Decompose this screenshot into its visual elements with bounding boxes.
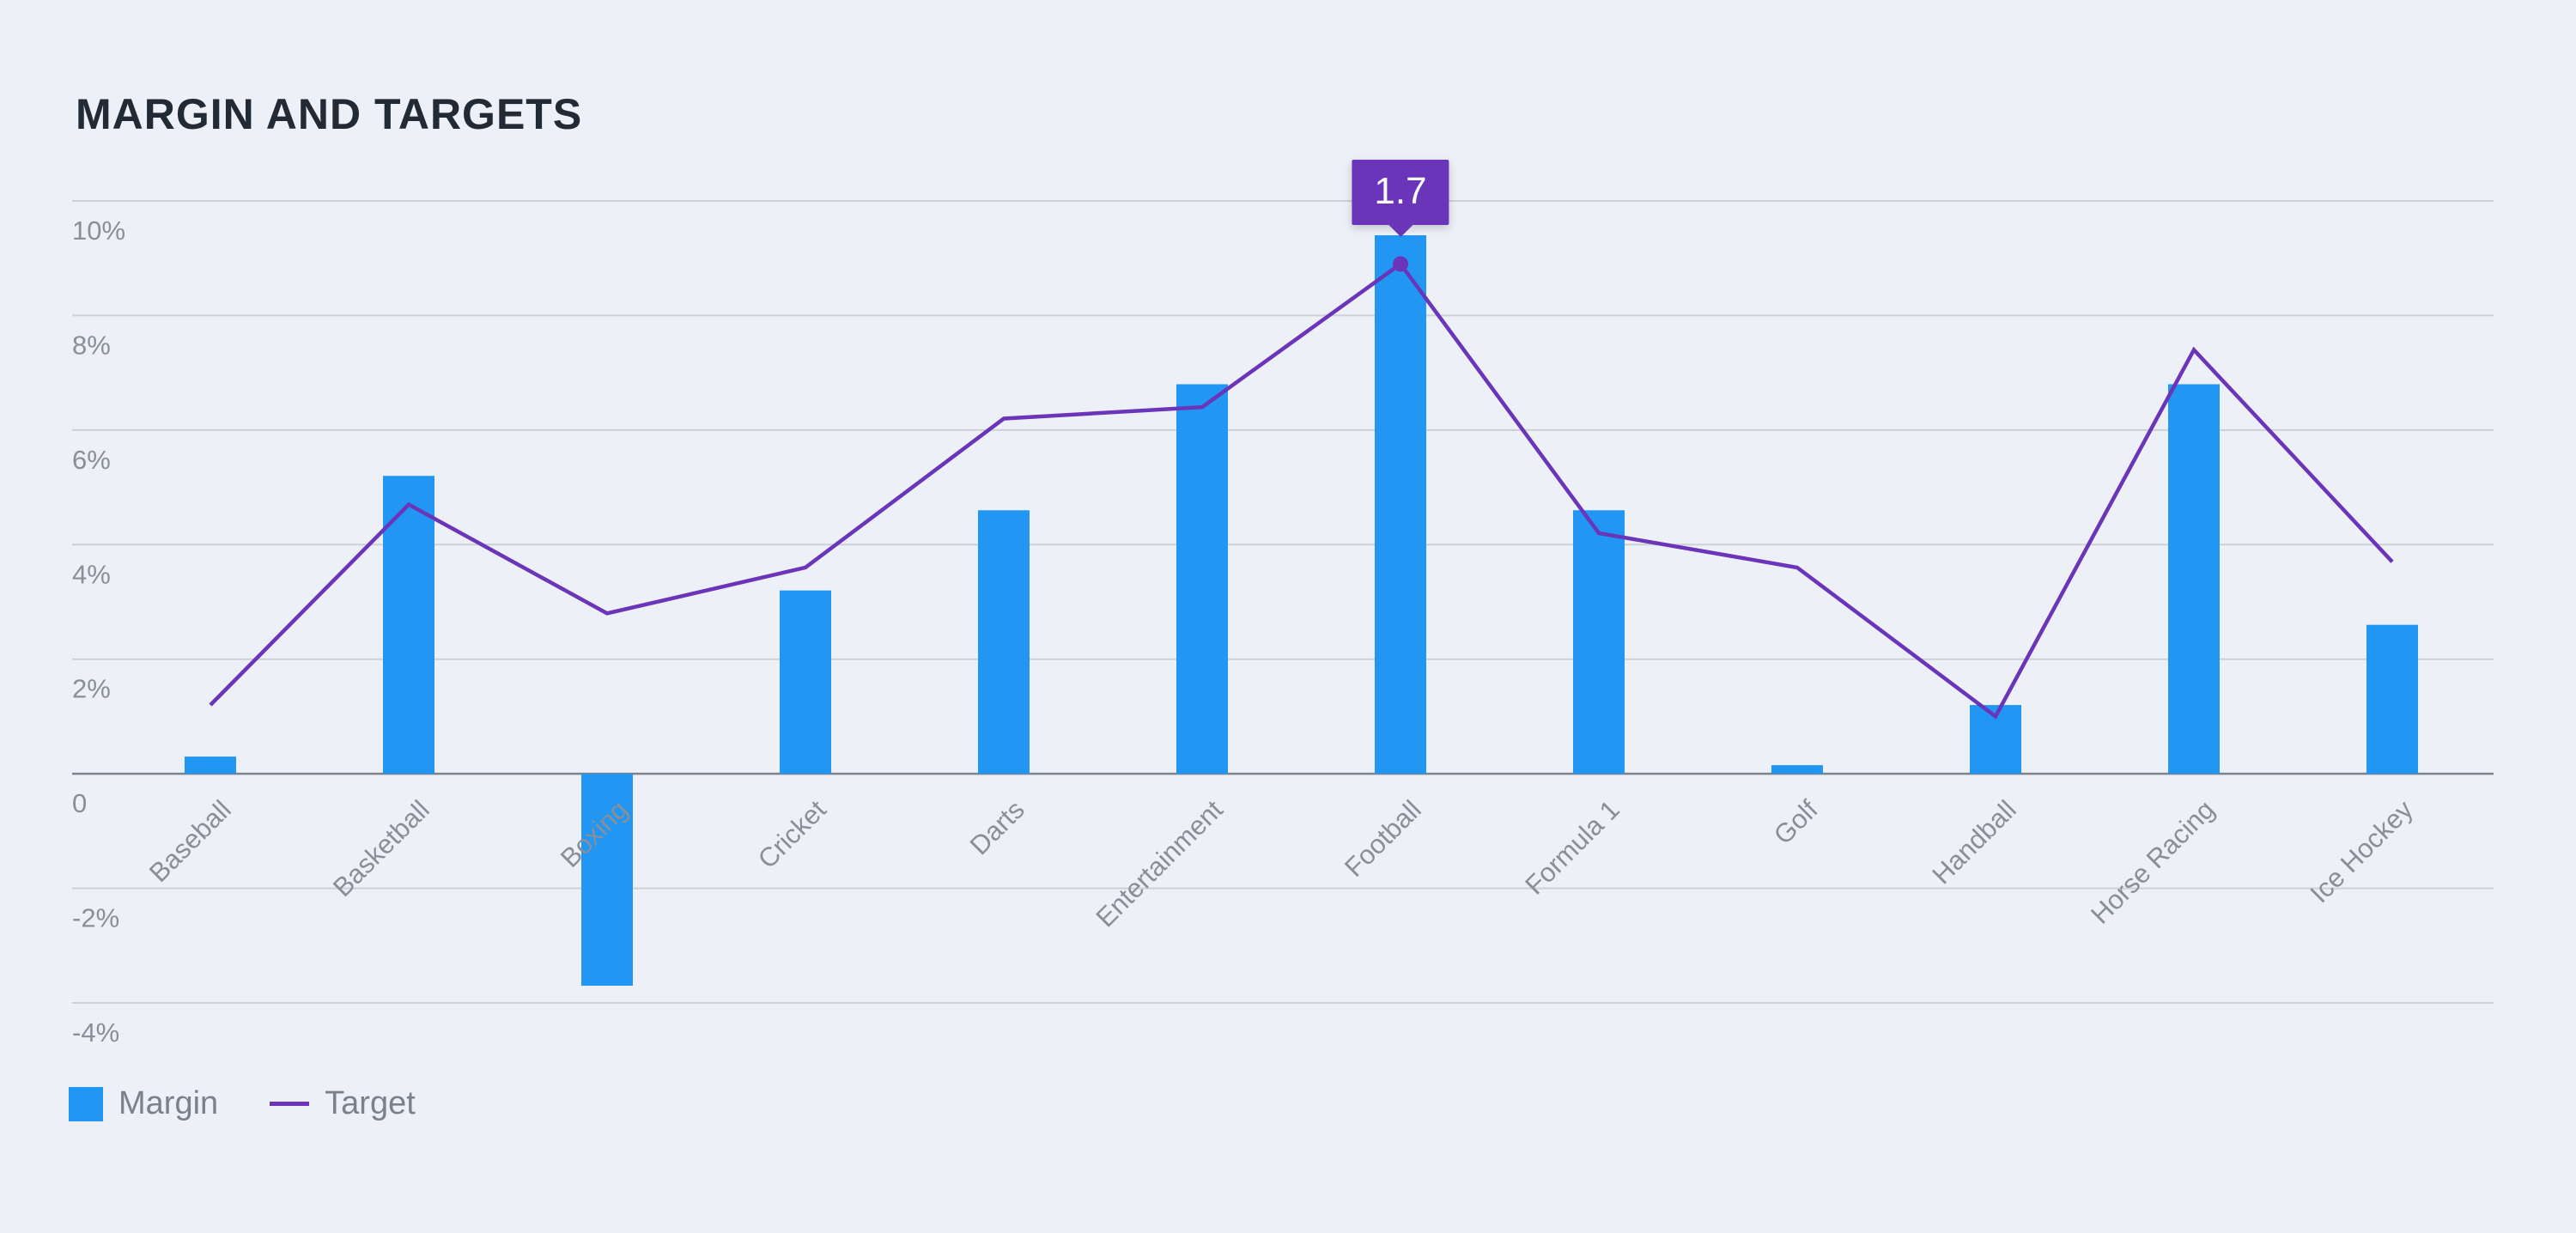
- legend-label-margin: Margin: [118, 1085, 219, 1121]
- target-point-marker: [1393, 256, 1408, 272]
- legend-swatch-margin: [69, 1086, 103, 1121]
- bar-11: [2366, 624, 2418, 774]
- legend-swatch-target: [270, 1102, 310, 1106]
- value-tooltip: 1.7: [1352, 160, 1449, 238]
- y-tick-label: 0: [72, 788, 87, 818]
- bar-6: [1375, 235, 1426, 774]
- x-tick-label: Basketball: [327, 794, 435, 902]
- bar-8: [1771, 765, 1823, 774]
- x-tick-label: Darts: [964, 794, 1030, 860]
- bar-4: [978, 510, 1030, 774]
- y-tick-label: 2%: [72, 674, 111, 704]
- x-tick-label: Horse Racing: [2085, 794, 2221, 930]
- bar-5: [1176, 384, 1228, 774]
- x-tick-label: Football: [1339, 794, 1427, 883]
- x-tick-label: Entertainment: [1091, 794, 1229, 932]
- legend: Margin Target: [69, 1085, 416, 1122]
- bar-10: [2168, 384, 2220, 774]
- y-tick-label: -2%: [72, 903, 119, 933]
- x-tick-label: Cricket: [752, 794, 832, 874]
- bar-2: [581, 774, 633, 986]
- y-tick-label: 4%: [72, 559, 111, 589]
- x-tick-label: Golf: [1768, 794, 1824, 850]
- y-tick-label: -4%: [72, 1017, 119, 1048]
- bar-0: [185, 756, 236, 774]
- x-tick-label: Baseball: [143, 794, 237, 888]
- x-tick-label: Formula 1: [1519, 794, 1625, 900]
- legend-label-target: Target: [325, 1085, 416, 1121]
- bar-3: [780, 590, 831, 774]
- bar-1: [383, 476, 434, 774]
- y-tick-label: 6%: [72, 445, 111, 475]
- y-tick-label: 8%: [72, 330, 111, 360]
- target-line: [209, 261, 2394, 720]
- x-tick-label: Handball: [1927, 794, 2022, 890]
- tooltip-value: 1.7: [1374, 170, 1427, 213]
- x-tick-label: Ice Hockey: [2305, 794, 2420, 909]
- y-tick-label: 10%: [72, 216, 125, 246]
- legend-item-target[interactable]: Target: [270, 1085, 416, 1122]
- bar-7: [1573, 510, 1625, 774]
- chart-title: MARGIN AND TARGETS: [76, 90, 583, 138]
- legend-item-margin[interactable]: Margin: [69, 1085, 218, 1122]
